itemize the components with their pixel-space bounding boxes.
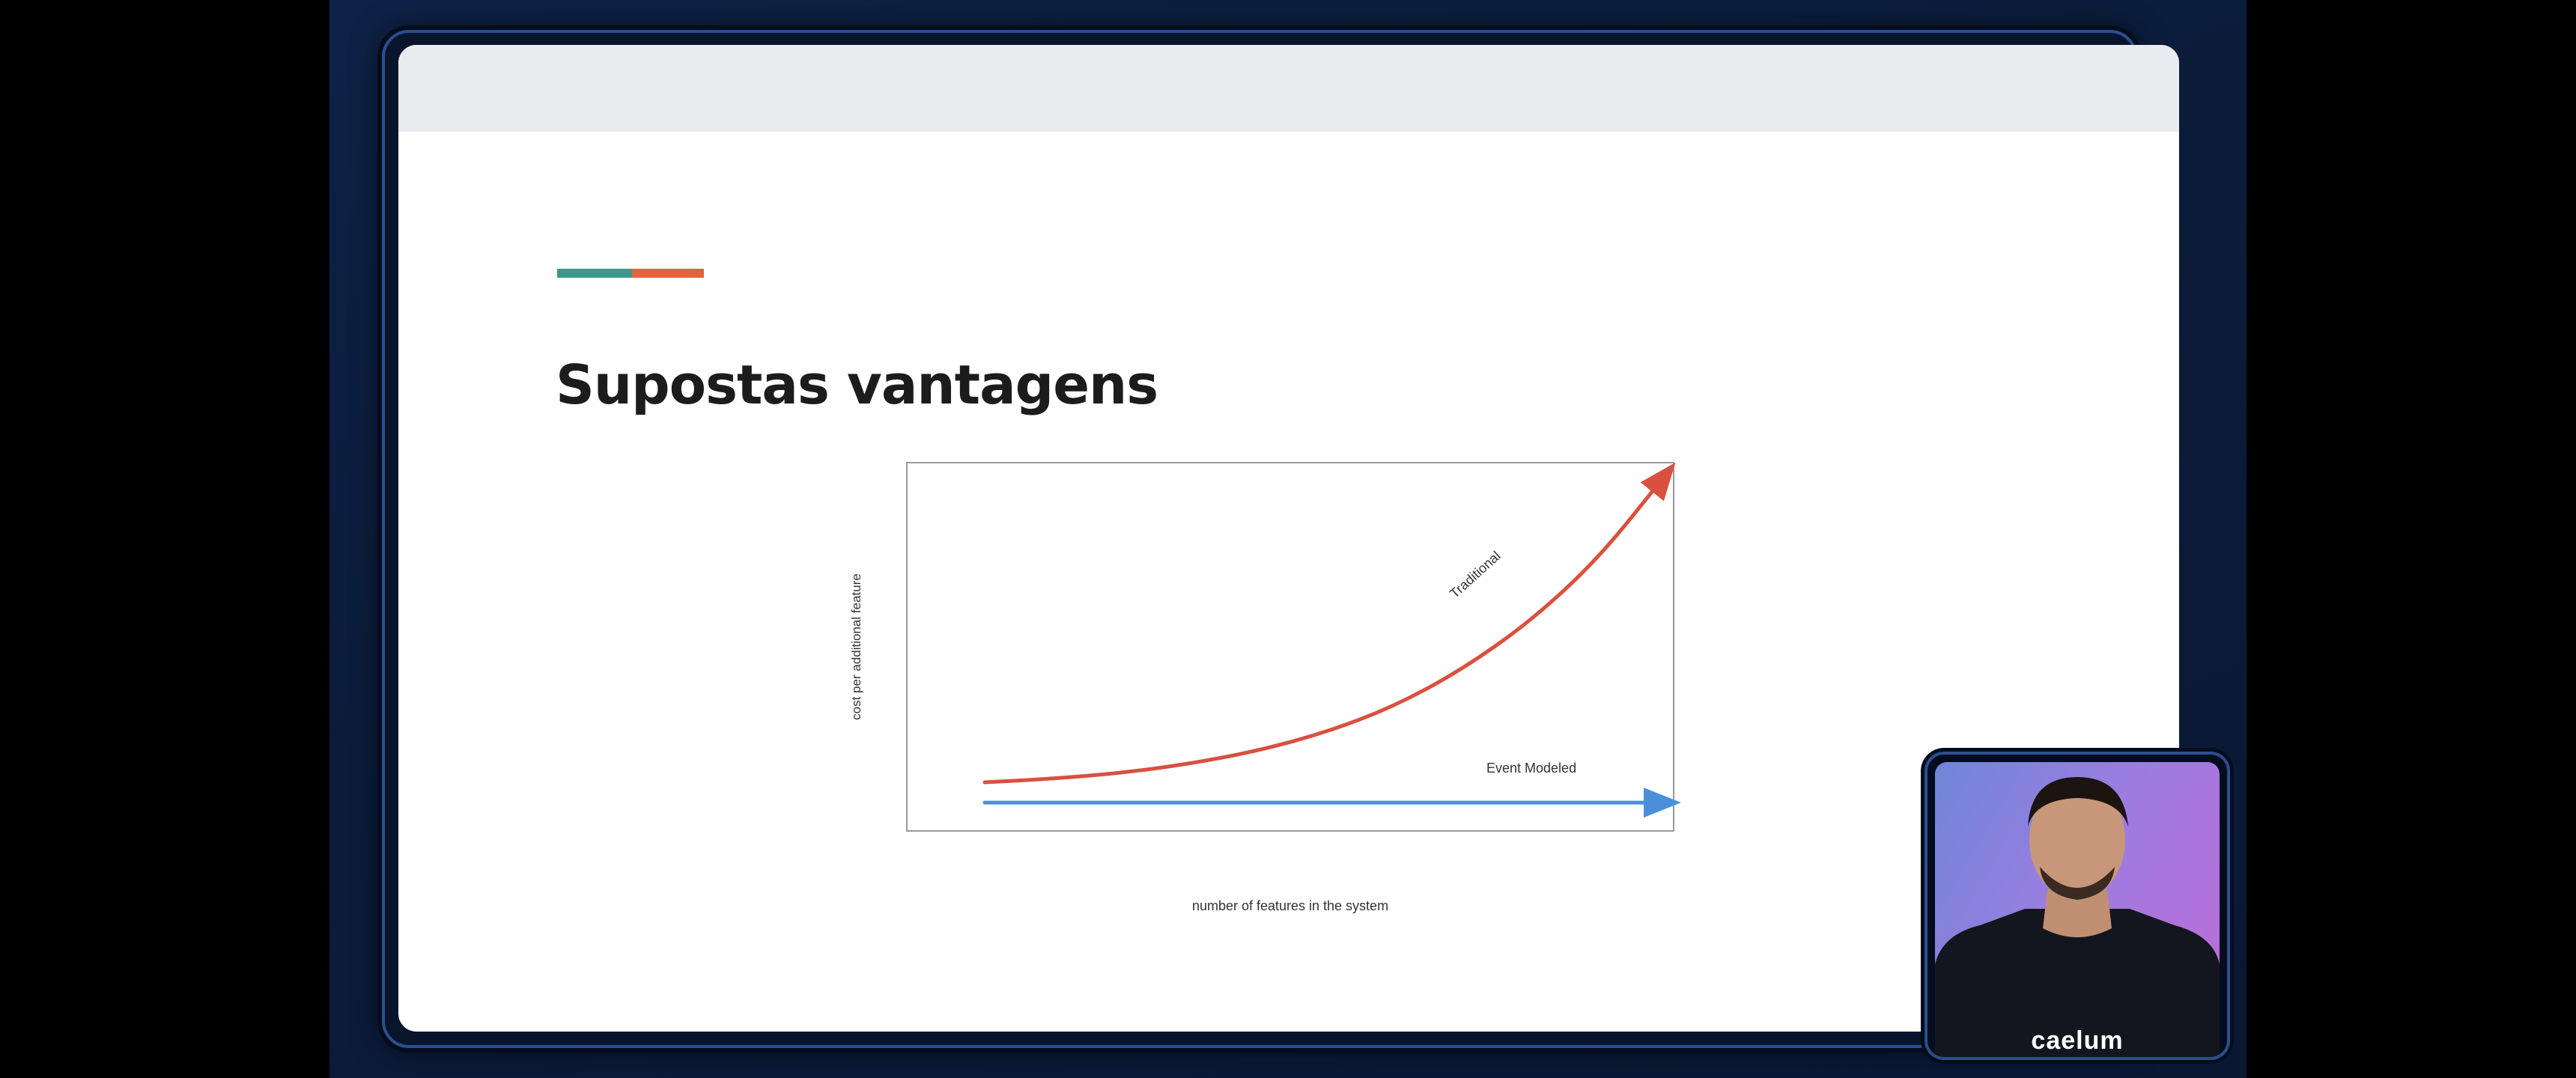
presenter-silhouette bbox=[1935, 777, 2220, 1057]
slide-header-bar bbox=[398, 45, 2179, 132]
chart-series-line-traditional bbox=[982, 462, 1676, 785]
chart-svg: Traditional Event Modeled bbox=[982, 462, 1681, 818]
webcam-overlay: caelum bbox=[1925, 752, 2230, 1060]
accent-bar-teal bbox=[557, 269, 632, 278]
presenter-video: caelum bbox=[1935, 762, 2220, 1057]
slide-screen: Supostas vantagens cost per additional f… bbox=[398, 45, 2179, 1032]
chart-x-axis-label: number of features in the system bbox=[1191, 898, 1389, 913]
series-label-event-modeled: Event Modeled bbox=[1486, 761, 1576, 776]
shirt-brand-text: caelum bbox=[2031, 1026, 2124, 1055]
series-label-traditional: Traditional bbox=[1447, 548, 1503, 601]
slide-title: Supostas vantagens bbox=[556, 353, 1158, 416]
video-stage: Supostas vantagens cost per additional f… bbox=[329, 0, 2247, 1078]
chart-plot-area bbox=[906, 462, 1674, 832]
chart: cost per additional feature number of fe… bbox=[398, 45, 2179, 1032]
accent-bar-orange bbox=[632, 269, 704, 278]
title-accent-bar bbox=[557, 269, 704, 278]
